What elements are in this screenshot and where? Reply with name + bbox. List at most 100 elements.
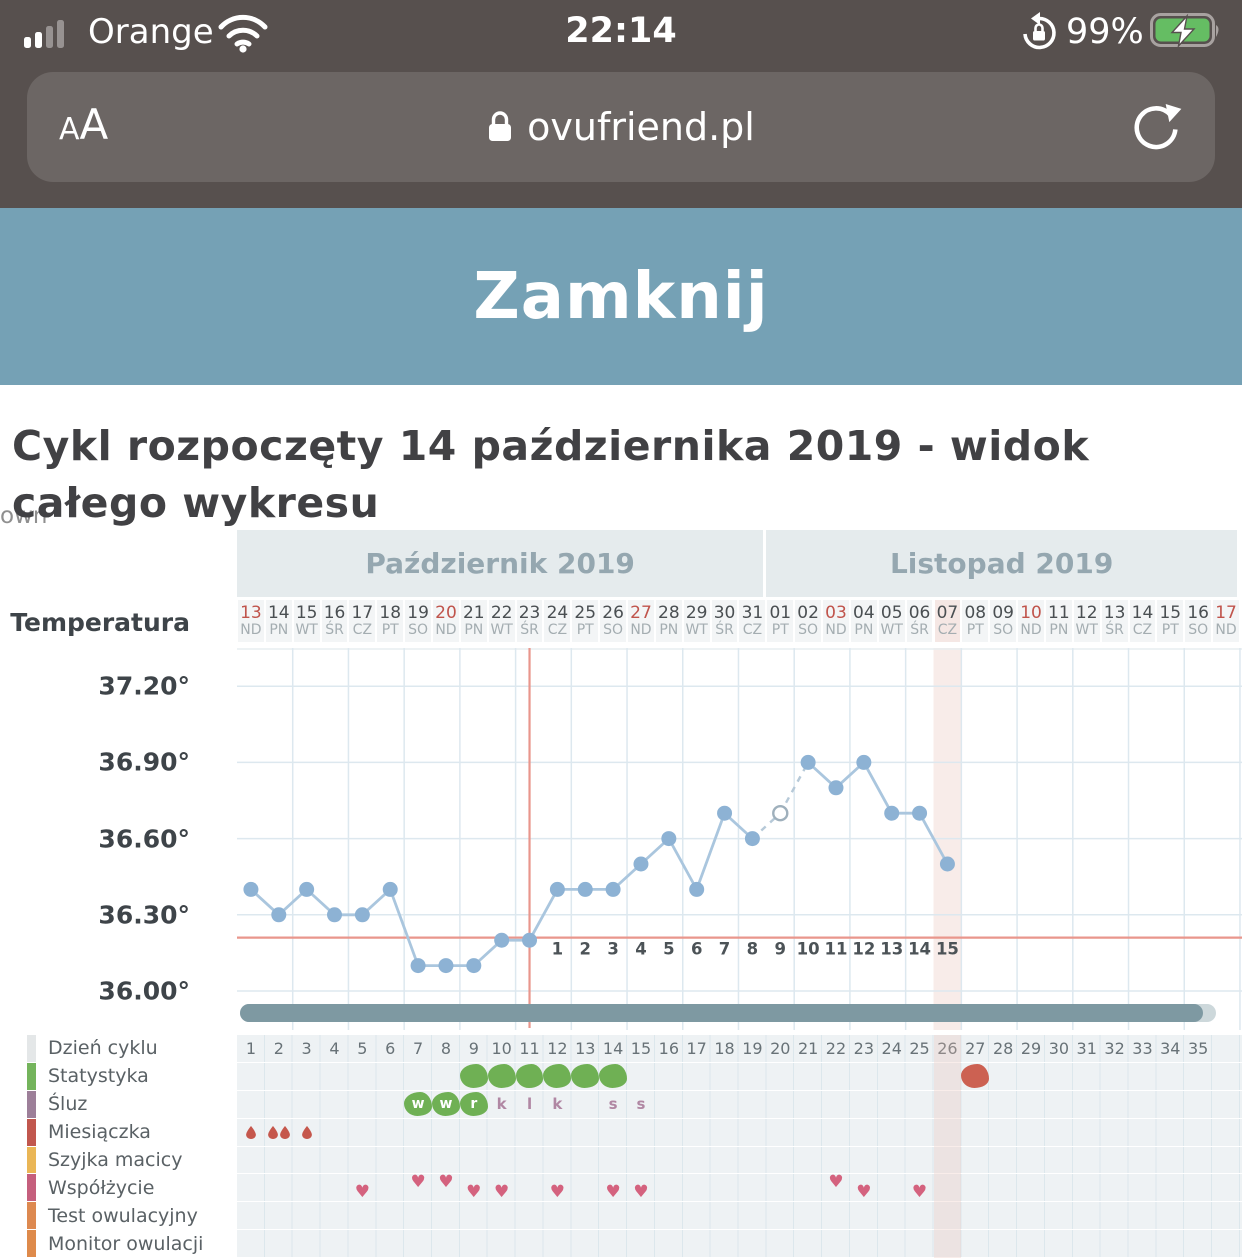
date-cell[interactable]: 13 ŚR <box>1101 600 1128 642</box>
date-cell[interactable]: 16 ŚR <box>321 600 348 642</box>
cycle-day-number: 34 <box>1160 1038 1181 1058</box>
date-cell[interactable]: 14 PN <box>265 600 292 642</box>
table-row: Monitor owulacji <box>0 1230 1242 1258</box>
blood-drop-icon <box>246 1125 256 1139</box>
temperature-point <box>689 881 705 897</box>
temperature-point <box>354 907 370 923</box>
green-blob-icon: w <box>432 1092 460 1117</box>
y-axis-tick-label: 36.00° <box>98 976 190 1006</box>
address-bar[interactable]: AA ovufriend.pl <box>27 72 1215 182</box>
row-label: Szyjka macicy <box>36 1146 237 1174</box>
cycle-day-number: 1 <box>245 1038 257 1058</box>
dpo-number: 1 <box>552 940 563 959</box>
date-cell[interactable]: 27 ND <box>628 600 654 642</box>
date-cell[interactable]: 21 PN <box>460 600 487 642</box>
statistics-mark <box>487 1063 516 1090</box>
date-weekday: PN <box>659 621 679 638</box>
date-weekday: ŚR <box>520 621 539 638</box>
date-cell[interactable]: 17 CZ <box>349 600 376 642</box>
intercourse-mark: ♥ <box>348 1174 376 1201</box>
dpo-number: 12 <box>852 940 875 959</box>
date-weekday: ŚR <box>1105 621 1124 638</box>
statistics-mark <box>571 1063 600 1090</box>
date-cell[interactable]: 31 CZ <box>739 600 766 642</box>
date-cell[interactable]: 19 SO <box>405 600 432 642</box>
temperature-point <box>549 881 565 897</box>
heart-icon: ♥ <box>438 1172 454 1193</box>
dpo-number: 15 <box>936 940 959 959</box>
chart-scrollbar-thumb[interactable] <box>240 1004 1203 1022</box>
date-cell[interactable]: 15 PT <box>1157 600 1184 642</box>
date-number: 26 <box>602 602 624 623</box>
date-cell[interactable]: 15 WT <box>293 600 320 642</box>
heart-icon: ♥ <box>549 1182 565 1203</box>
url-field[interactable]: ovufriend.pl <box>27 72 1215 182</box>
refresh-icon[interactable] <box>1127 98 1185 156</box>
temperature-point <box>605 881 621 897</box>
date-cell[interactable]: 12 WT <box>1073 600 1100 642</box>
cycle-day-number: 20 <box>770 1038 791 1058</box>
row-label: Dzień cyklu <box>36 1035 237 1062</box>
cycle-day-number: 19 <box>742 1038 763 1058</box>
date-cell[interactable]: 24 CZ <box>544 600 571 642</box>
cycle-day-number: 16 <box>658 1038 679 1058</box>
date-weekday: ŚR <box>910 621 929 638</box>
battery-percent-label: 99% <box>1066 12 1144 52</box>
text-size-button[interactable]: AA <box>59 100 109 149</box>
date-cell[interactable]: 13 ND <box>238 600 264 642</box>
close-button[interactable]: Zamknij <box>0 208 1242 385</box>
mucus-mark: k <box>496 1095 507 1114</box>
signal-strength-icon <box>24 16 76 48</box>
temperature-line <box>249 760 949 967</box>
date-cell[interactable]: 18 PT <box>377 600 404 642</box>
menstruation-mark <box>265 1119 293 1146</box>
intercourse-mark: ♥ <box>488 1174 516 1201</box>
temperature-point <box>382 881 398 897</box>
date-weekday: PN <box>464 621 484 638</box>
row-label: Statystyka <box>36 1062 237 1090</box>
date-cell[interactable]: 28 PN <box>655 600 682 642</box>
date-cell[interactable]: 02 SO <box>795 600 822 642</box>
date-cell[interactable]: 01 PT <box>767 600 794 642</box>
date-cell[interactable]: 17 ND <box>1213 600 1239 642</box>
date-cell[interactable]: 14 CZ <box>1129 600 1156 642</box>
intercourse-mark: ♥ <box>850 1174 878 1201</box>
date-cell[interactable]: 11 PN <box>1045 600 1072 642</box>
temperature-point <box>661 831 677 847</box>
date-cell[interactable]: 22 WT <box>488 600 515 642</box>
date-cell[interactable]: 16 SO <box>1185 600 1212 642</box>
date-number: 04 <box>853 602 875 623</box>
date-cell[interactable]: 03 ND <box>823 600 849 642</box>
date-cell[interactable]: 05 WT <box>878 600 905 642</box>
temperature-point <box>939 856 955 872</box>
date-cell[interactable]: 23 ŚR <box>516 600 543 642</box>
cycle-day-number: 2 <box>273 1038 284 1058</box>
date-number: 03 <box>825 602 847 623</box>
date-weekday: PN <box>1049 621 1069 638</box>
date-cell[interactable]: 20 ND <box>433 600 459 642</box>
cycle-day-number: 27 <box>965 1038 986 1058</box>
temperature-point <box>744 831 760 847</box>
date-cell[interactable]: 30 ŚR <box>711 600 738 642</box>
date-cell[interactable]: 26 SO <box>600 600 627 642</box>
cycle-day-number: 31 <box>1076 1038 1097 1058</box>
temperature-plot: 1 2 3 4 5 6 7 8 9 10 11 12 13 14 15 <box>237 648 1242 1030</box>
date-cell[interactable]: 10 ND <box>1018 600 1044 642</box>
cycle-day-number: 26 <box>937 1038 958 1058</box>
date-cell[interactable]: 09 SO <box>990 600 1017 642</box>
url-label: ovufriend.pl <box>527 105 755 149</box>
date-weekday: PN <box>854 621 874 638</box>
date-number: 27 <box>630 602 652 623</box>
date-weekday: SO <box>993 621 1014 638</box>
date-cell[interactable]: 08 PT <box>962 600 989 642</box>
date-cell[interactable]: 29 WT <box>683 600 710 642</box>
date-cell[interactable]: 25 PT <box>572 600 599 642</box>
intercourse-mark: ♥ <box>460 1174 488 1201</box>
row-data <box>237 1230 1242 1258</box>
intercourse-mark: ♥ <box>432 1174 460 1201</box>
intercourse-mark: ♥ <box>822 1174 850 1201</box>
dpo-number: 3 <box>607 940 618 959</box>
date-cell[interactable]: 07 CZ <box>934 600 961 642</box>
date-cell[interactable]: 04 PN <box>850 600 877 642</box>
date-cell[interactable]: 06 ŚR <box>906 600 933 642</box>
